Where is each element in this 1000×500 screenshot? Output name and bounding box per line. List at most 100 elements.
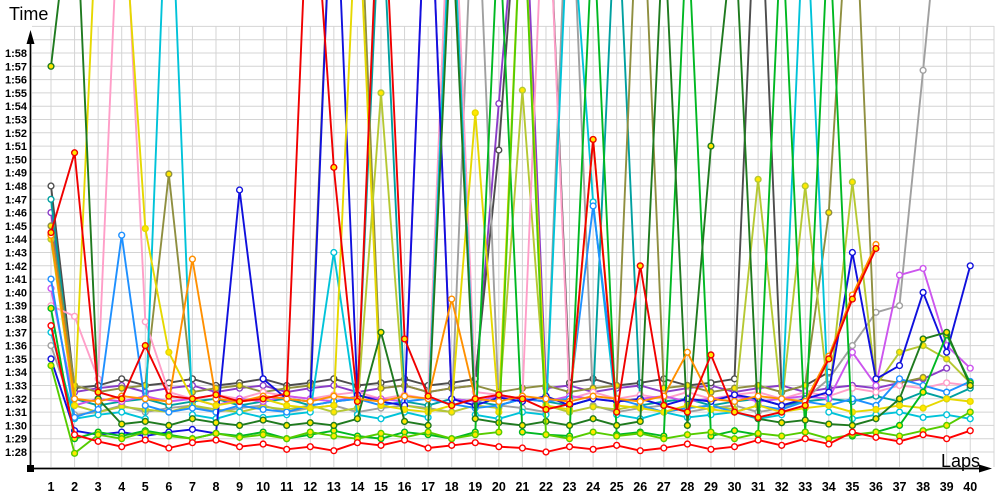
series-darkgreen-point <box>943 328 951 336</box>
series-darkgreen-point <box>683 421 691 430</box>
series-red-point <box>848 428 856 436</box>
series-lime-point <box>235 433 244 441</box>
series-yellow-point <box>471 109 479 117</box>
x-tick-label: 4 <box>118 480 125 494</box>
y-tick-label: 1:43 <box>5 248 27 260</box>
series-yellowgreen-point <box>943 355 951 363</box>
series-darkgreen-point <box>377 328 385 336</box>
series-blue-point <box>778 401 786 410</box>
y-tick-label: 1:48 <box>5 181 27 193</box>
series-cyan-point <box>919 413 927 422</box>
x-tick-label: 12 <box>303 480 317 494</box>
x-tick-label: 5 <box>142 480 149 494</box>
series-red-point <box>47 322 55 330</box>
x-tick-label: 20 <box>492 480 506 494</box>
series-blue-point <box>919 288 927 297</box>
x-tick-label: 11 <box>280 480 293 494</box>
x-tick-label: 8 <box>213 480 220 494</box>
series-yellowgreen-point <box>848 178 856 186</box>
series-darkgreen-point <box>165 421 173 430</box>
x-tick-label: 25 <box>610 480 624 494</box>
series-yellow-point <box>306 404 314 412</box>
x-tick-label: 23 <box>563 480 577 494</box>
series-lime-point <box>754 429 762 437</box>
series-red-point <box>754 436 762 444</box>
series-red2-point <box>730 408 739 416</box>
series-red2-point <box>613 408 621 416</box>
series-blue-point <box>943 348 951 356</box>
series-dodgerblue-point <box>943 388 951 396</box>
series-darkgray-point <box>47 182 55 190</box>
series-lime-point <box>943 421 951 430</box>
series-yellow-point <box>966 397 974 406</box>
series-orange-point <box>495 397 503 406</box>
x-tick-label: 14 <box>350 480 364 494</box>
series-red2-point <box>848 295 856 303</box>
series-red <box>47 322 974 456</box>
x-tick-label: 18 <box>445 480 459 494</box>
x-tick-label: 22 <box>539 480 553 494</box>
x-tick-label: 38 <box>916 480 930 494</box>
series-red2 <box>47 0 880 422</box>
series-green-point <box>730 427 739 435</box>
y-tick-label: 1:33 <box>5 381 27 393</box>
series-red2-point <box>683 408 691 416</box>
x-tick-label: 40 <box>963 480 977 494</box>
series-gray-point <box>895 302 904 310</box>
series-darkgray-point <box>495 146 503 154</box>
series-yellowgreen-point <box>754 175 762 183</box>
y-tick-label: 1:39 <box>5 301 27 313</box>
series-red-point <box>94 437 102 445</box>
series-red2-point <box>448 401 456 410</box>
x-tick-label: 16 <box>398 480 412 494</box>
series-orange-point <box>589 392 597 400</box>
x-tick-label: 36 <box>869 480 883 494</box>
series-red-point <box>966 427 974 435</box>
series-darkgreen-point <box>118 420 126 428</box>
series-dodgerblue-point <box>70 413 79 422</box>
series-darkgray-line <box>50 0 830 394</box>
series-darkgreen-point <box>306 419 314 427</box>
series-lime-point <box>141 428 149 436</box>
series-darkgreen-point <box>518 421 527 430</box>
series-red-point <box>542 448 550 456</box>
y-tick-label: 1:31 <box>5 407 27 419</box>
x-tick-label: 10 <box>256 480 270 494</box>
series-lime-point <box>589 428 597 436</box>
series-dodgerblue-point <box>165 408 173 416</box>
series-red-point <box>448 441 456 449</box>
series-red-point <box>495 443 503 451</box>
series-darkgreen-line <box>50 0 972 427</box>
series-red-point <box>707 445 715 453</box>
series-blue-point <box>966 262 974 270</box>
series-red2-point <box>518 395 527 403</box>
series-lime-point <box>613 432 621 440</box>
series-darkgreen-point <box>895 395 904 403</box>
series-red-point <box>306 443 314 451</box>
series-red2-point <box>70 149 79 157</box>
series-dodgerblue-point <box>118 231 126 239</box>
series-red-point <box>471 439 479 447</box>
series-red-point <box>683 440 691 448</box>
series-red2-point <box>118 395 126 403</box>
series-red-point <box>188 439 197 447</box>
series-darkgreen-point <box>613 421 621 430</box>
x-tick-label: 1 <box>48 480 55 494</box>
series-red-point <box>801 435 809 443</box>
y-tick-label: 1:54 <box>5 101 28 113</box>
series-lime-point <box>683 431 691 439</box>
series-yellow-point <box>943 395 951 403</box>
series-lime-point <box>636 429 644 437</box>
x-tick-label: 26 <box>633 480 647 494</box>
series-red-point <box>283 445 291 453</box>
y-tick-label: 1:53 <box>5 115 27 127</box>
series-red-point <box>660 444 668 452</box>
series-orange-line <box>50 235 877 403</box>
series-darkgreen-point <box>825 420 833 428</box>
series-orange-point <box>94 397 102 406</box>
series-lime-point <box>801 428 809 436</box>
series-magenta-point <box>848 348 856 356</box>
series-cyan-point <box>330 248 338 257</box>
